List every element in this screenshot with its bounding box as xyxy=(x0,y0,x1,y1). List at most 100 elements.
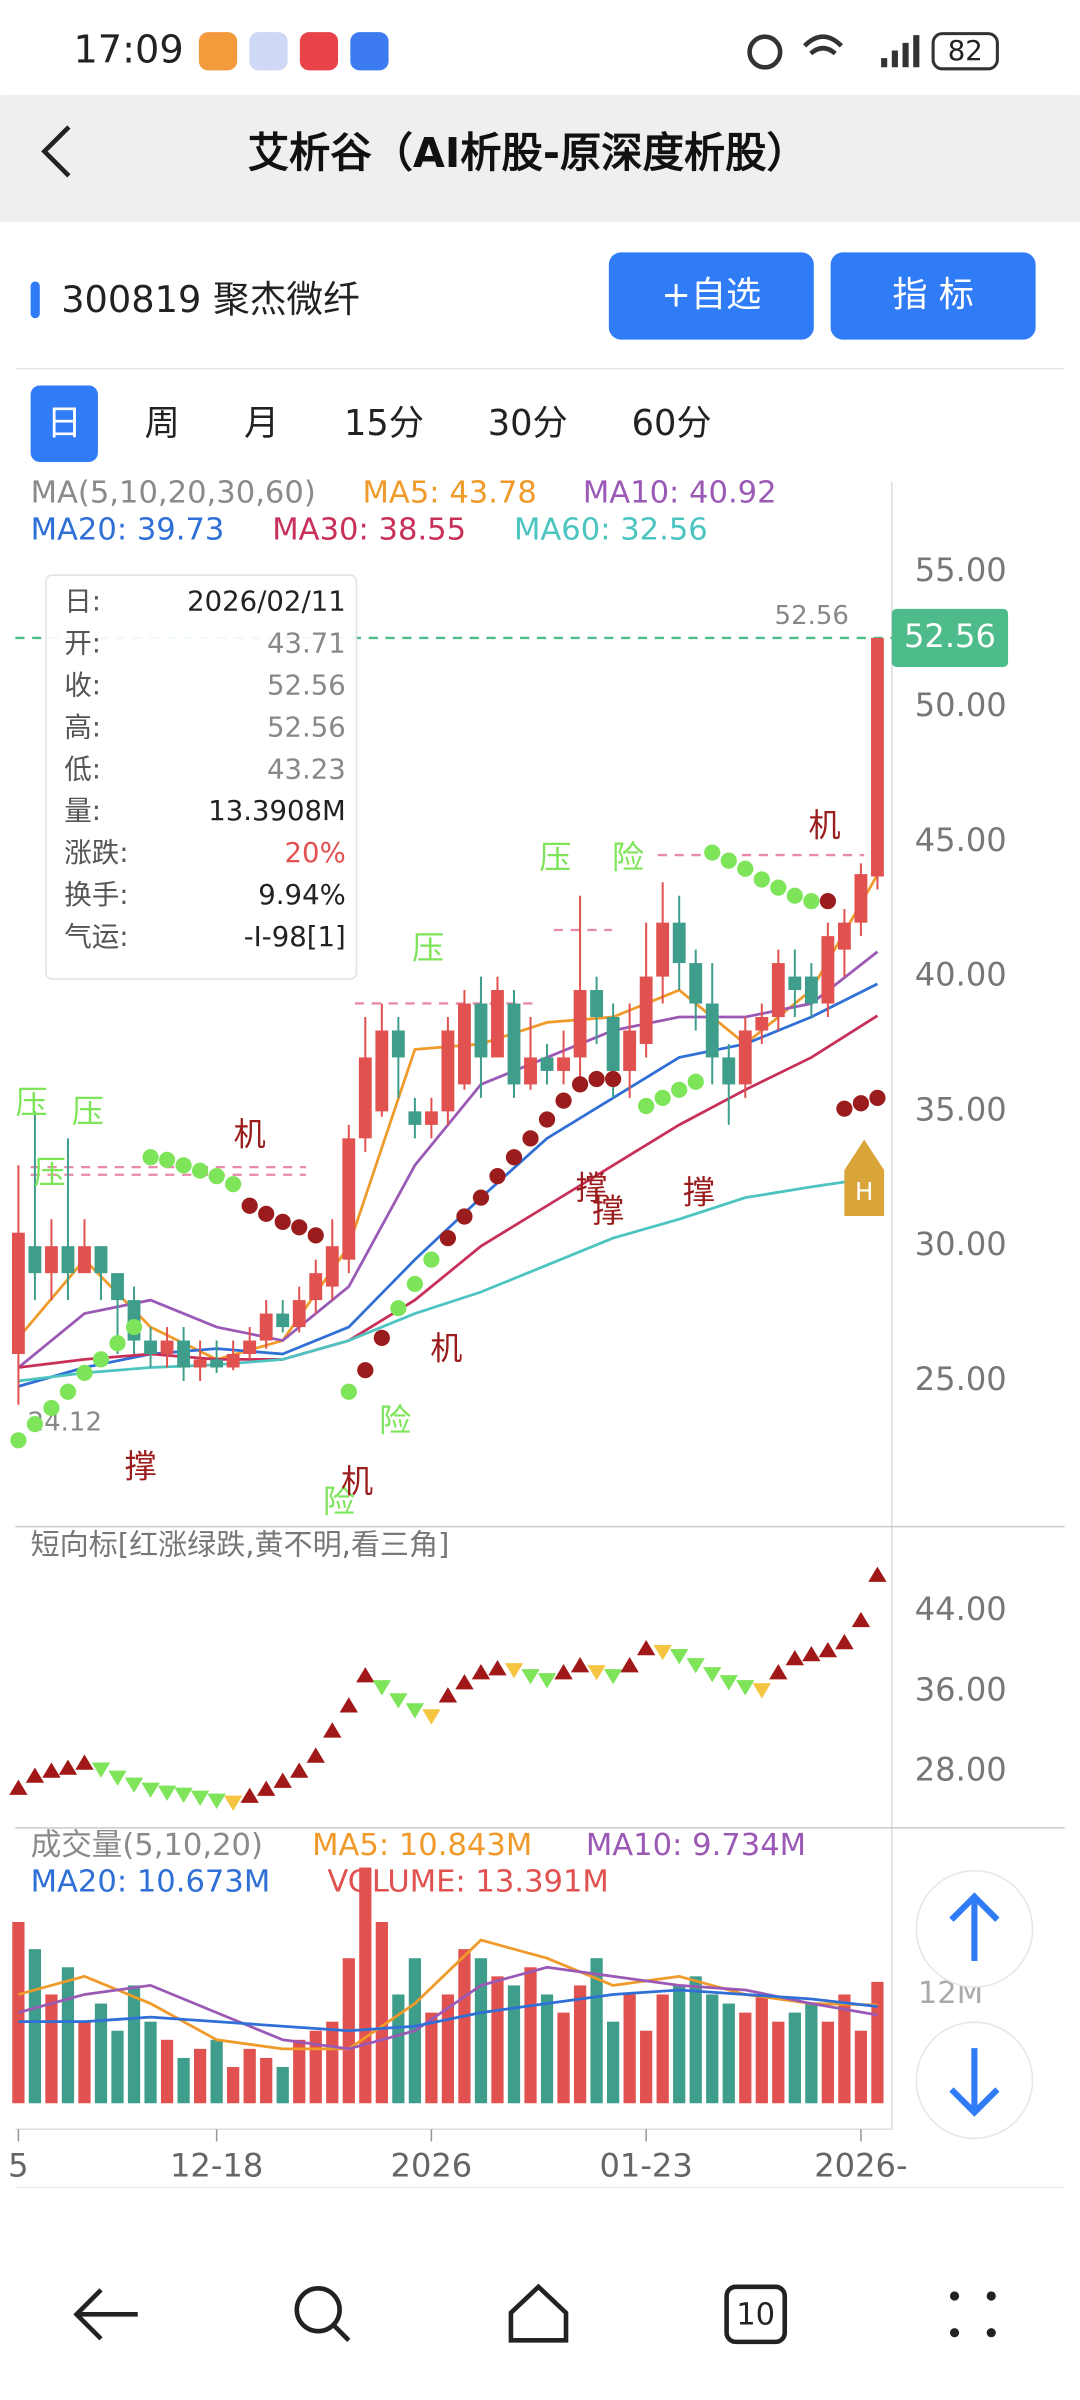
tooltip-label: 高: xyxy=(64,711,101,743)
signal-label: 撑 xyxy=(592,1192,624,1230)
tooltip-value: 13.3908M xyxy=(208,795,346,827)
candle-body xyxy=(573,990,587,1058)
last-price-label: 52.56 xyxy=(904,617,996,655)
up-arrow xyxy=(949,1892,1000,1961)
volume-bar xyxy=(491,1976,504,2104)
indicator-triangle xyxy=(124,1777,144,1793)
signal-dot xyxy=(26,1416,44,1433)
candle-body xyxy=(722,1057,736,1085)
indicator-triangle xyxy=(736,1680,755,1696)
volume-bar xyxy=(706,1994,719,2104)
volume-bar xyxy=(359,1867,372,2104)
candle-body xyxy=(243,1340,257,1355)
candle-body xyxy=(837,922,851,950)
signal-dot xyxy=(109,1335,126,1352)
candle-body xyxy=(342,1138,356,1260)
y-tick-label: 45.00 xyxy=(915,821,1007,859)
candle-body xyxy=(325,1246,339,1287)
signal-dot xyxy=(638,1097,655,1115)
tooltip-value: 52.56 xyxy=(267,670,346,702)
volume-bar xyxy=(425,2012,438,2104)
signal-dot xyxy=(406,1275,423,1293)
period-tab[interactable]: 日 xyxy=(47,403,82,444)
candle-body xyxy=(540,1057,554,1071)
down-arrow xyxy=(949,2048,1000,2117)
header xyxy=(0,94,1080,222)
signal-dot xyxy=(241,1197,258,1214)
period-tab[interactable]: 60分 xyxy=(632,403,712,444)
nav-search[interactable] xyxy=(294,2286,342,2334)
nav-back[interactable] xyxy=(73,2288,138,2341)
signal-dot xyxy=(291,1219,308,1236)
add-watchlist-button[interactable] xyxy=(608,252,814,340)
volume-bar xyxy=(474,1958,488,2104)
x-tick-label: 5 xyxy=(8,2146,28,2184)
signal-dot xyxy=(753,871,770,888)
volume-bar xyxy=(805,2003,818,2104)
y-tick-label: 50.00 xyxy=(915,686,1007,724)
signal-dot xyxy=(439,1229,457,1247)
indicator-triangle xyxy=(653,1645,672,1661)
tab-selected[interactable] xyxy=(30,385,98,462)
indicator-triangle xyxy=(389,1693,408,1709)
candle-body xyxy=(672,922,686,964)
candle-body xyxy=(144,1340,157,1355)
indicator-triangle xyxy=(868,1566,887,1582)
signal-dot xyxy=(390,1300,407,1317)
candle-body xyxy=(259,1313,273,1341)
indicator-triangle xyxy=(306,1747,325,1763)
signal-dot xyxy=(76,1364,93,1382)
volume-bar xyxy=(854,2030,868,2104)
signal-label: 压 xyxy=(16,1083,48,1121)
h-marker xyxy=(844,1139,885,1217)
period-tab[interactable]: 30分 xyxy=(488,403,568,444)
signal-dot xyxy=(803,892,820,910)
candle-body xyxy=(771,963,785,1018)
indicator-button[interactable] xyxy=(830,252,1036,340)
volume-bar xyxy=(111,2030,124,2104)
indicator-triangle xyxy=(570,1657,590,1673)
candle-body xyxy=(210,1359,224,1368)
tabs-count: 10 xyxy=(736,2297,775,2332)
signal-dot xyxy=(43,1399,60,1417)
volume-bar xyxy=(243,2048,256,2104)
candle-body xyxy=(408,1111,422,1125)
signal-dot xyxy=(654,1089,671,1107)
volume-legend: MA10: 9.734M xyxy=(586,1828,806,1863)
tooltip-value: 2026/02/11 xyxy=(187,586,346,618)
indicator-triangle xyxy=(240,1787,259,1803)
candle-body xyxy=(705,1003,719,1058)
period-tab[interactable]: 月 xyxy=(244,403,279,444)
signal-dot xyxy=(819,892,836,910)
signal-icon xyxy=(881,35,920,68)
nav-tabs[interactable] xyxy=(724,2284,788,2345)
candle-body xyxy=(160,1340,174,1355)
signal-dot xyxy=(538,1111,556,1128)
signal-dot xyxy=(505,1149,523,1166)
indicator-triangle xyxy=(620,1657,639,1673)
tooltip-label: 换手: xyxy=(64,879,128,911)
signal-dot xyxy=(10,1432,27,1449)
volume-legend: 成交量(5,10,20) xyxy=(31,1828,263,1863)
volume-bar xyxy=(573,1985,587,2104)
tooltip-label: 涨跌: xyxy=(64,837,128,869)
indicator-triangle xyxy=(157,1785,177,1801)
signal-dot xyxy=(423,1251,440,1268)
volume-bar xyxy=(821,2021,834,2104)
volume-bar xyxy=(606,2021,620,2104)
volume-bar xyxy=(772,2021,785,2104)
page-title: 艾析谷（AI析股-原深度析股） xyxy=(248,129,808,177)
candle-body xyxy=(292,1300,306,1328)
back-button[interactable] xyxy=(41,125,71,178)
button-label[interactable]: +自选 xyxy=(661,275,761,316)
period-tab[interactable]: 周 xyxy=(145,403,180,444)
nav-menu[interactable] xyxy=(949,2291,996,2338)
volume-bar xyxy=(540,1994,554,2104)
signal-dot xyxy=(175,1157,192,1174)
indicator-triangle xyxy=(223,1795,243,1811)
period-tab[interactable]: 15分 xyxy=(344,403,424,444)
button-label[interactable]: 指 标 xyxy=(892,275,974,316)
nav-home[interactable] xyxy=(508,2283,569,2343)
signal-label: 撑 xyxy=(576,1169,608,1207)
tooltip-value: -Ⅰ-98[1] xyxy=(244,921,346,953)
